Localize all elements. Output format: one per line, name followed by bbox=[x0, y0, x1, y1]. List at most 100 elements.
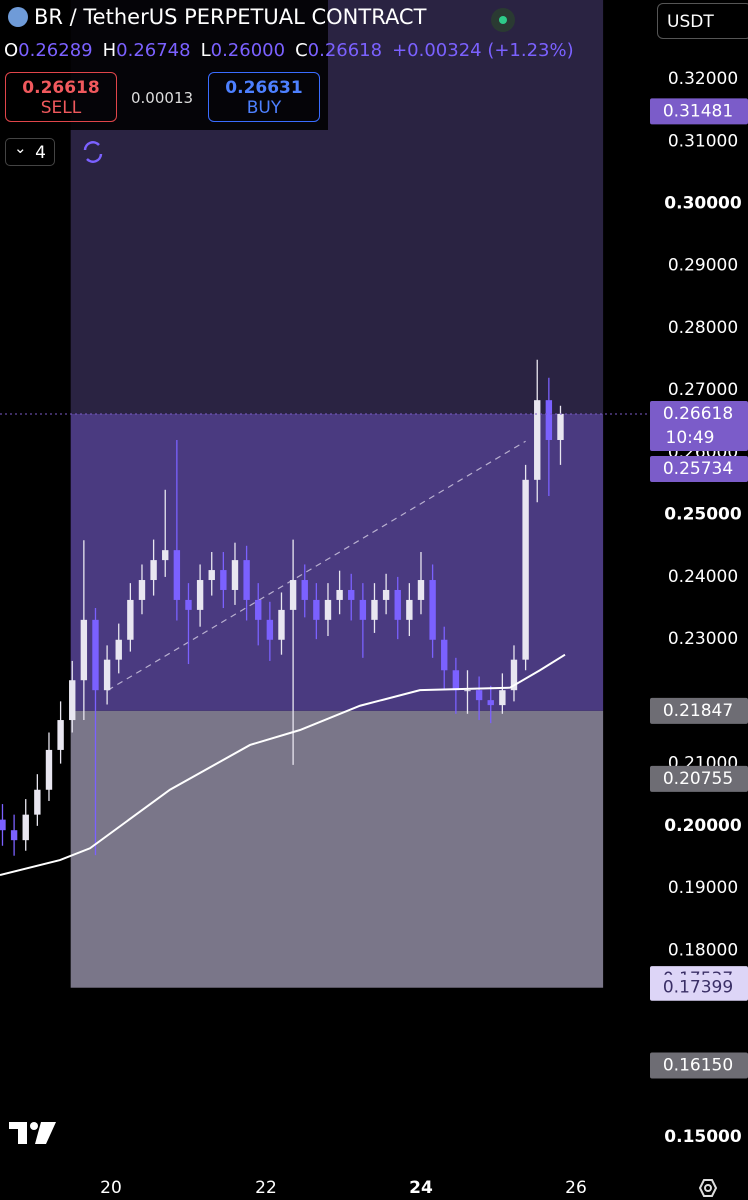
currency-select[interactable]: USDT bbox=[657, 3, 748, 39]
y-tick-label: 0.28000 bbox=[668, 318, 738, 338]
candle-body bbox=[185, 599, 192, 610]
ohlc-key: H bbox=[102, 40, 117, 61]
candle-body bbox=[348, 589, 355, 600]
symbol-logo bbox=[8, 7, 28, 27]
price-marker-label: 0.31481 bbox=[663, 101, 733, 121]
price-change: +0.00324 (+1.23%) bbox=[392, 40, 574, 61]
buy-button[interactable]: 0.26631 BUY bbox=[208, 72, 320, 122]
ohlc-key: O bbox=[4, 40, 19, 61]
candle-body bbox=[487, 700, 494, 706]
price-marker bbox=[650, 98, 748, 125]
ohlc-row: O0.26289 H0.26748 L0.26000 C0.26618 +0.00324… bbox=[4, 40, 584, 61]
candle-body bbox=[173, 550, 181, 600]
candle-body bbox=[266, 619, 274, 640]
candle-body bbox=[220, 570, 227, 590]
x-tick-label: 22 bbox=[255, 1178, 277, 1198]
price-marker-label: 0.16150 bbox=[663, 1055, 733, 1075]
candle-body bbox=[162, 550, 169, 561]
price-marker bbox=[650, 765, 748, 792]
candle-body bbox=[34, 789, 41, 815]
y-tick-label: 0.19000 bbox=[668, 878, 738, 898]
price-marker-label: 0.26618 bbox=[663, 404, 733, 424]
candle-body bbox=[80, 619, 88, 681]
ohlc-key: C bbox=[295, 40, 308, 61]
candle-body bbox=[10, 830, 18, 841]
candle-body bbox=[441, 639, 448, 671]
sell-label: SELL bbox=[40, 98, 82, 118]
candle-body bbox=[0, 819, 6, 831]
y-tick-label: 0.20000 bbox=[664, 816, 742, 836]
candle-body bbox=[464, 690, 471, 692]
price-marker bbox=[650, 400, 748, 451]
candle-body bbox=[115, 639, 122, 660]
x-tick-label: 24 bbox=[409, 1178, 433, 1198]
buy-label: BUY bbox=[246, 98, 282, 118]
x-tick-label: 26 bbox=[565, 1178, 587, 1198]
candle-body bbox=[301, 580, 308, 600]
price-marker bbox=[650, 1052, 748, 1079]
candle-body bbox=[522, 479, 529, 660]
sell-price: 0.26618 bbox=[22, 78, 100, 98]
ohlc-value: 0.26289 bbox=[18, 40, 93, 61]
spread: 0.00013 bbox=[131, 89, 194, 107]
header-backdrop bbox=[0, 0, 328, 130]
candle-body bbox=[278, 609, 285, 640]
candle-body bbox=[452, 670, 460, 691]
candle-body bbox=[150, 560, 157, 581]
sell-button[interactable]: 0.26618 SELL bbox=[5, 72, 117, 122]
candle-body bbox=[371, 599, 378, 620]
candle-body bbox=[69, 680, 76, 721]
symbol-title[interactable]: BR / TetherUS PERPETUAL CONTRACT bbox=[8, 5, 426, 29]
buy-price: 0.26631 bbox=[225, 78, 303, 98]
candle-body bbox=[394, 589, 401, 620]
ohlc-value: 0.26748 bbox=[116, 40, 191, 61]
candle-body bbox=[243, 560, 250, 600]
candle-body bbox=[138, 580, 146, 600]
y-tick-label: 0.18000 bbox=[668, 940, 738, 960]
position-zone bbox=[70, 710, 604, 988]
candle-body bbox=[45, 749, 53, 790]
x-tick-label: 20 bbox=[100, 1178, 122, 1198]
candle-body bbox=[103, 659, 111, 691]
candle-body bbox=[22, 814, 29, 841]
countdown: 10:49 bbox=[666, 428, 715, 448]
price-marker-label: 0.25734 bbox=[663, 459, 733, 479]
candle-body bbox=[324, 599, 332, 620]
ohlc-value: 0.26000 bbox=[210, 40, 286, 61]
indicator-toggle[interactable]: 4 bbox=[5, 134, 55, 166]
candle-body bbox=[127, 599, 134, 640]
moving-average bbox=[0, 653, 566, 876]
price-marker bbox=[650, 974, 748, 1001]
candle-body bbox=[92, 619, 99, 691]
candle-body bbox=[289, 580, 297, 610]
candle-body bbox=[557, 413, 564, 440]
ohlc-key: L bbox=[200, 40, 211, 61]
candle-body bbox=[417, 580, 425, 600]
candle-body bbox=[336, 589, 343, 600]
y-tick-label: 0.23000 bbox=[668, 629, 738, 649]
y-tick-label: 0.15000 bbox=[664, 1127, 742, 1147]
y-tick-label: 0.24000 bbox=[668, 567, 738, 587]
price-marker bbox=[650, 697, 748, 724]
y-tick-label: 0.30000 bbox=[664, 194, 742, 214]
title-text: BR / TetherUS PERPETUAL CONTRACT bbox=[34, 5, 427, 29]
candle-body bbox=[534, 400, 541, 480]
candle-body bbox=[359, 599, 367, 620]
candle-body bbox=[475, 690, 483, 701]
candle-body bbox=[406, 599, 413, 620]
candle-body bbox=[510, 659, 518, 691]
price-marker-label: 0.21847 bbox=[663, 701, 733, 721]
y-tick-label: 0.27000 bbox=[668, 380, 738, 400]
y-tick-label: 0.32000 bbox=[668, 69, 738, 89]
candle-body bbox=[57, 720, 64, 750]
candle-body bbox=[231, 560, 239, 590]
candle-body bbox=[313, 599, 320, 620]
y-tick-label: 0.25000 bbox=[664, 505, 742, 525]
market-status[interactable] bbox=[491, 8, 515, 32]
candle-body bbox=[545, 400, 553, 440]
candle-body bbox=[382, 589, 390, 600]
